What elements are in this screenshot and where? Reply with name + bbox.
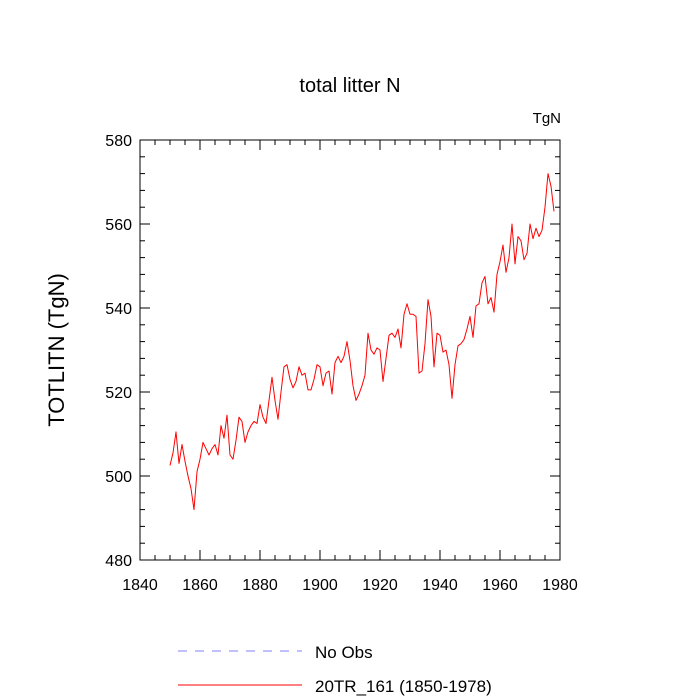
axis-tick-labels: 1840 1860 1880 1900 1920 1940 1960 1980 480 500 52… (105, 133, 578, 594)
x-tick-label: 1900 (302, 577, 338, 594)
y-tick-label: 500 (105, 469, 132, 486)
plot-frame (139, 139, 561, 561)
legend: No Obs 20TR_161 (1850-1978) (178, 643, 492, 696)
y-tick-label: 580 (105, 133, 132, 150)
legend-label-20tr-161: 20TR_161 (1850-1978) (315, 677, 492, 696)
axis-ticks (139, 139, 561, 561)
x-tick-label: 1840 (122, 577, 158, 594)
chart-title: total litter N (299, 75, 400, 97)
y-tick-label: 560 (105, 217, 132, 234)
x-tick-label: 1880 (242, 577, 278, 594)
x-tick-label: 1920 (362, 577, 398, 594)
x-tick-label: 1860 (182, 577, 218, 594)
x-tick-label: 1940 (422, 577, 458, 594)
legend-label-no-obs: No Obs (315, 643, 373, 662)
series-line-0 (169, 173, 555, 511)
x-tick-label: 1960 (482, 577, 518, 594)
units-label: TgN (533, 110, 561, 127)
y-tick-label: 520 (105, 385, 132, 402)
series-layer (169, 173, 555, 511)
y-tick-label: 540 (105, 301, 132, 318)
x-tick-label: 1980 (542, 577, 578, 594)
y-tick-label: 480 (105, 553, 132, 570)
y-axis-label: TOTLITN (TgN) (44, 273, 69, 427)
